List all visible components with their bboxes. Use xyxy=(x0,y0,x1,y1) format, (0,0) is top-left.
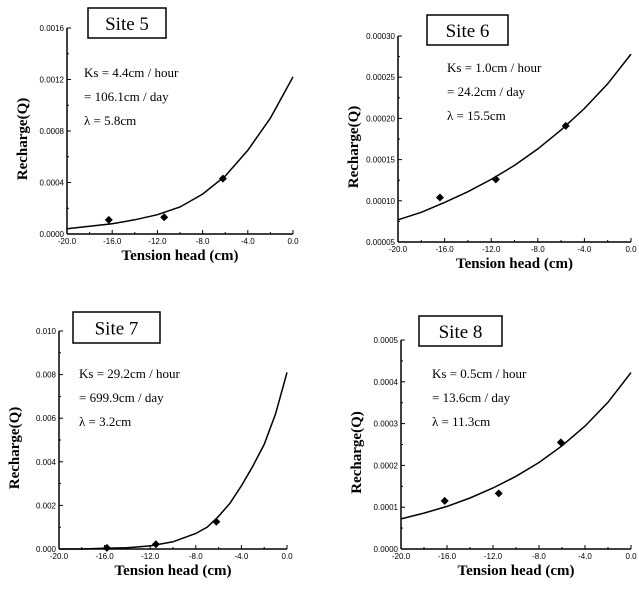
x-tick-label: -12.0 xyxy=(482,245,501,254)
chart-title: Site 8 xyxy=(439,322,483,343)
annotation-line: Ks = 1.0cm / hour xyxy=(447,60,542,75)
chart-title: Site 5 xyxy=(105,14,149,35)
x-tick-label: -12.0 xyxy=(484,552,503,561)
annotation-line: λ = 11.3cm xyxy=(432,414,490,429)
y-tick-label: 0.006 xyxy=(36,414,57,423)
data-point xyxy=(556,438,565,447)
data-point xyxy=(494,489,503,498)
x-axis-label: Tension head (cm) xyxy=(115,563,232,579)
x-tick-label: -20.0 xyxy=(392,552,411,561)
y-tick-label: 0.004 xyxy=(36,458,57,467)
y-tick-label: 0.00010 xyxy=(366,197,395,206)
x-tick-label: -8.0 xyxy=(189,552,203,561)
x-tick-label: -12.0 xyxy=(141,552,160,561)
data-point xyxy=(151,540,160,549)
title-box xyxy=(87,7,167,39)
panel-site-6: -20.0 -16.0 -12.0 -8.0 -4.0 0.0 0.00005 0.00010… xyxy=(346,14,637,272)
x-tick-label: -20.0 xyxy=(389,245,408,254)
y-tick-label: 0.0003 xyxy=(374,420,399,429)
x-tick-label: -8.0 xyxy=(196,237,210,246)
x-tick-label: -8.0 xyxy=(531,245,545,254)
x-tick-label: -12.0 xyxy=(148,237,167,246)
x-tick-label: -20.0 xyxy=(50,552,69,561)
x-tick-label: -16.0 xyxy=(103,237,122,246)
y-tick-label: 0.00005 xyxy=(366,238,395,247)
fit-curve xyxy=(66,76,294,230)
annotation-line: = 13.6cm / day xyxy=(432,390,511,405)
x-tick-label: 0.0 xyxy=(625,552,637,561)
y-tick-label: 0.00020 xyxy=(366,114,395,123)
y-tick-label: 0.008 xyxy=(36,371,57,380)
y-tick-label: 0.0016 xyxy=(40,24,65,33)
y-axis-label: Recharge(Q) xyxy=(7,407,23,489)
x-tick-label: 0.0 xyxy=(625,245,637,254)
y-tick-label: 0.0001 xyxy=(374,503,399,512)
data-point xyxy=(160,213,169,222)
x-tick-label: -4.0 xyxy=(241,237,255,246)
panel-site-7: -20.0 -16.0 -12.0 -8.0 -4.0 0.0 0.000 0.002 0.00… xyxy=(7,311,293,579)
annotation-line: λ = 3.2cm xyxy=(79,414,131,429)
x-tick-label: -4.0 xyxy=(578,552,592,561)
annotation-line: = 24.2cm / day xyxy=(447,84,526,99)
data-point xyxy=(212,517,221,526)
y-tick-label: 0.00025 xyxy=(366,73,395,82)
x-tick-label: -20.0 xyxy=(58,237,77,246)
y-tick-label: 0.0000 xyxy=(40,230,65,239)
annotation-line: λ = 15.5cm xyxy=(447,108,506,123)
title-box xyxy=(426,14,509,46)
panel-site-8: -20.0 -16.0 -12.0 -8.0 -4.0 0.0 0.0000 0.0001 0.… xyxy=(349,315,637,579)
annotation-line: Ks = 29.2cm / hour xyxy=(79,366,181,381)
fit-curve xyxy=(397,53,632,221)
x-tick-label: -4.0 xyxy=(578,245,592,254)
x-tick-label: -16.0 xyxy=(438,552,457,561)
y-tick-label: 0.00015 xyxy=(366,156,395,165)
y-tick-label: 0.0008 xyxy=(40,127,65,136)
x-tick-label: -16.0 xyxy=(435,245,454,254)
x-tick-label: -4.0 xyxy=(235,552,249,561)
y-tick-label: 0.000 xyxy=(36,545,57,554)
y-axis-label: Recharge(Q) xyxy=(346,106,362,188)
title-box xyxy=(418,315,503,347)
y-tick-label: 0.0002 xyxy=(374,461,399,470)
x-tick-label: -8.0 xyxy=(532,552,546,561)
panel-site-5: -20.0 -16.0 -12.0 -8.0 -4.0 0.0 0.0000 0.0004 0.… xyxy=(15,7,299,264)
y-axis-label: Recharge(Q) xyxy=(349,411,365,493)
y-tick-label: 0.00030 xyxy=(366,32,395,41)
y-tick-label: 0.0012 xyxy=(40,76,65,85)
data-point xyxy=(104,215,113,224)
y-tick-label: 0.0005 xyxy=(374,336,399,345)
chart-title: Site 6 xyxy=(446,21,490,42)
x-tick-label: 0.0 xyxy=(287,237,299,246)
y-tick-label: 0.010 xyxy=(36,327,57,336)
x-tick-label: -16.0 xyxy=(95,552,114,561)
data-point xyxy=(440,496,449,505)
title-box xyxy=(72,311,161,344)
x-tick-label: 0.0 xyxy=(281,552,293,561)
chart-title: Site 7 xyxy=(95,319,139,340)
x-axis-label: Tension head (cm) xyxy=(456,256,573,272)
annotation-line: = 699.9cm / day xyxy=(79,390,164,405)
fit-curve xyxy=(59,372,288,550)
y-tick-label: 0.0004 xyxy=(374,378,399,387)
annotation-line: = 106.1cm / day xyxy=(84,89,169,104)
annotation-line: Ks = 4.4cm / hour xyxy=(84,65,179,80)
data-point xyxy=(561,121,570,130)
x-axis-label: Tension head (cm) xyxy=(458,563,575,579)
data-point xyxy=(435,193,444,202)
data-point xyxy=(102,543,111,552)
x-axis-label: Tension head (cm) xyxy=(122,248,239,264)
data-point xyxy=(491,175,500,184)
y-tick-label: 0.0000 xyxy=(374,545,399,554)
y-axis-label: Recharge(Q) xyxy=(15,98,31,180)
y-tick-label: 0.0004 xyxy=(40,179,65,188)
annotation-line: λ = 5.8cm xyxy=(84,113,136,128)
data-point xyxy=(218,174,227,183)
y-tick-label: 0.002 xyxy=(36,501,57,510)
annotation-line: Ks = 0.5cm / hour xyxy=(432,366,527,381)
fit-curve xyxy=(400,372,632,520)
